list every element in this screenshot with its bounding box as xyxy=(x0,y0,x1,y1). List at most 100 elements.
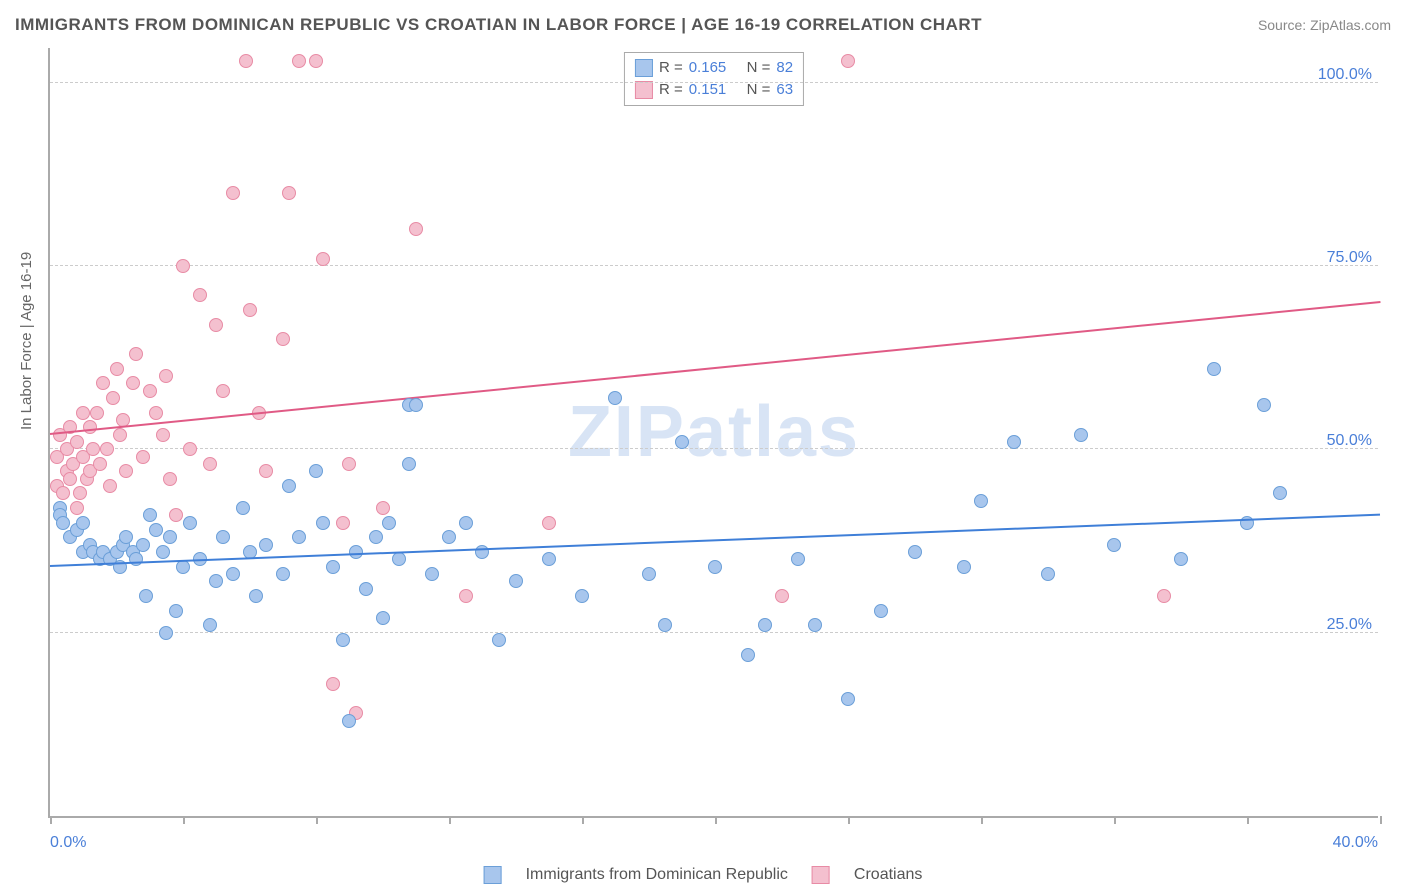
data-point-b xyxy=(226,186,240,200)
data-point-a xyxy=(169,604,183,618)
x-tick xyxy=(316,816,318,824)
data-point-a xyxy=(808,618,822,632)
data-point-b xyxy=(119,464,133,478)
legend-label-b: Croatians xyxy=(854,866,922,884)
y-tick-label: 100.0% xyxy=(1318,66,1372,84)
data-point-a xyxy=(425,567,439,581)
chart-plot-area: ZIPatlas R = 0.165 N = 82 R = 0.151 N = … xyxy=(48,48,1378,818)
data-point-a xyxy=(376,611,390,625)
legend-stats-row-a: R = 0.165 N = 82 xyxy=(635,57,793,79)
data-point-a xyxy=(575,589,589,603)
data-point-a xyxy=(1074,428,1088,442)
x-tick xyxy=(1114,816,1116,824)
data-point-b xyxy=(542,516,556,530)
data-point-a xyxy=(1007,435,1021,449)
data-point-a xyxy=(236,501,250,515)
data-point-b xyxy=(149,406,163,420)
data-point-a xyxy=(316,516,330,530)
gridline-h xyxy=(50,82,1378,83)
x-tick xyxy=(449,816,451,824)
data-point-a xyxy=(143,508,157,522)
data-point-a xyxy=(139,589,153,603)
data-point-b xyxy=(336,516,350,530)
x-tick xyxy=(715,816,717,824)
data-point-b xyxy=(143,384,157,398)
data-point-b xyxy=(243,303,257,317)
data-point-a xyxy=(442,530,456,544)
data-point-b xyxy=(86,442,100,456)
data-point-a xyxy=(974,494,988,508)
data-point-b xyxy=(70,435,84,449)
data-point-b xyxy=(841,54,855,68)
gridline-h xyxy=(50,632,1378,633)
data-point-a xyxy=(957,560,971,574)
data-point-a xyxy=(292,530,306,544)
data-point-b xyxy=(376,501,390,515)
data-point-a xyxy=(459,516,473,530)
x-axis-max-label: 40.0% xyxy=(1333,834,1378,852)
data-point-b xyxy=(113,428,127,442)
data-point-a xyxy=(741,648,755,662)
data-point-a xyxy=(156,545,170,559)
data-point-a xyxy=(129,552,143,566)
data-point-a xyxy=(56,516,70,530)
trend-line-b xyxy=(50,301,1380,435)
data-point-b xyxy=(126,376,140,390)
data-point-a xyxy=(1207,362,1221,376)
data-point-b xyxy=(169,508,183,522)
data-point-b xyxy=(96,376,110,390)
data-point-b xyxy=(1157,589,1171,603)
data-point-a xyxy=(226,567,240,581)
data-point-a xyxy=(136,538,150,552)
data-point-a xyxy=(642,567,656,581)
data-point-b xyxy=(110,362,124,376)
swatch-series-b-icon xyxy=(812,866,830,884)
y-tick-label: 75.0% xyxy=(1327,249,1372,267)
data-point-a xyxy=(359,582,373,596)
data-point-b xyxy=(203,457,217,471)
y-tick-label: 50.0% xyxy=(1327,432,1372,450)
data-point-b xyxy=(159,369,173,383)
data-point-a xyxy=(342,714,356,728)
data-point-b xyxy=(259,464,273,478)
data-point-a xyxy=(1273,486,1287,500)
data-point-b xyxy=(316,252,330,266)
legend-label-a: Immigrants from Dominican Republic xyxy=(526,866,788,884)
data-point-a xyxy=(492,633,506,647)
data-point-a xyxy=(249,589,263,603)
data-point-a xyxy=(309,464,323,478)
chart-title: IMMIGRANTS FROM DOMINICAN REPUBLIC VS CR… xyxy=(15,15,982,35)
data-point-a xyxy=(282,479,296,493)
data-point-a xyxy=(392,552,406,566)
data-point-a xyxy=(791,552,805,566)
data-point-b xyxy=(100,442,114,456)
x-axis-min-label: 0.0% xyxy=(50,834,86,852)
y-axis-title: In Labor Force | Age 16-19 xyxy=(18,252,35,430)
data-point-b xyxy=(775,589,789,603)
data-point-a xyxy=(608,391,622,405)
x-tick xyxy=(981,816,983,824)
data-point-b xyxy=(209,318,223,332)
x-tick xyxy=(50,816,52,824)
data-point-b xyxy=(73,486,87,500)
data-point-a xyxy=(908,545,922,559)
gridline-h xyxy=(50,448,1378,449)
data-point-b xyxy=(176,259,190,273)
data-point-b xyxy=(292,54,306,68)
data-point-a xyxy=(276,567,290,581)
data-point-a xyxy=(163,530,177,544)
data-point-b xyxy=(90,406,104,420)
data-point-b xyxy=(309,54,323,68)
data-point-b xyxy=(193,288,207,302)
data-point-b xyxy=(216,384,230,398)
data-point-b xyxy=(183,442,197,456)
data-point-b xyxy=(83,420,97,434)
data-point-b xyxy=(276,332,290,346)
data-point-a xyxy=(326,560,340,574)
data-point-a xyxy=(758,618,772,632)
data-point-a xyxy=(159,626,173,640)
data-point-b xyxy=(409,222,423,236)
data-point-a xyxy=(658,618,672,632)
data-point-a xyxy=(675,435,689,449)
data-point-b xyxy=(129,347,143,361)
